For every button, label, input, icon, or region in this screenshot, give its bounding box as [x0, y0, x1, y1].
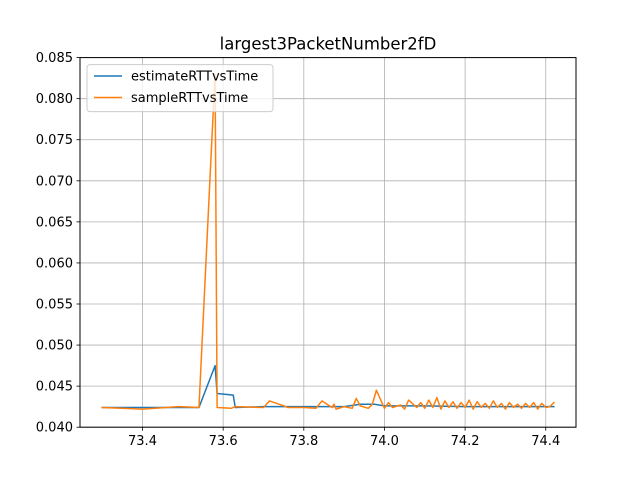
y-tick-label: 0.085: [36, 51, 73, 66]
y-tick-label: 0.050: [36, 339, 73, 354]
legend: estimateRTTvsTime sampleRTTvsTime: [86, 64, 274, 113]
x-tick-label: 73.6: [209, 434, 238, 449]
legend-label-sample: sampleRTTvsTime: [131, 91, 248, 106]
x-tick-label: 74.2: [451, 434, 480, 449]
y-tick-label: 0.075: [36, 133, 73, 148]
y-tick-label: 0.065: [36, 215, 73, 230]
y-tick-label: 0.080: [36, 92, 73, 107]
y-tick-label: 0.055: [36, 298, 73, 313]
x-tick-label: 73.4: [128, 434, 157, 449]
legend-box: [86, 64, 274, 113]
plot-frame: [79, 57, 577, 428]
x-tick-label: 74.4: [531, 434, 560, 449]
chart-title: largest3PacketNumber2fD: [220, 35, 437, 54]
series-line-sample: [101, 73, 555, 410]
y-tick-label: 0.045: [36, 380, 73, 395]
x-tick-label: 74.0: [370, 434, 399, 449]
legend-label-estimate: estimateRTTvsTime: [131, 70, 258, 85]
axis-ticks: 73.4 73.6 73.8 74.0 74.2 74.4 0.040 0.045 0.050 0…: [36, 51, 560, 449]
grid-lines: [80, 57, 576, 428]
x-tick-label: 73.8: [289, 434, 318, 449]
y-tick-label: 0.040: [36, 421, 73, 436]
y-tick-label: 0.070: [36, 174, 73, 189]
series-lines: [101, 73, 555, 410]
y-tick-label: 0.060: [36, 256, 73, 271]
